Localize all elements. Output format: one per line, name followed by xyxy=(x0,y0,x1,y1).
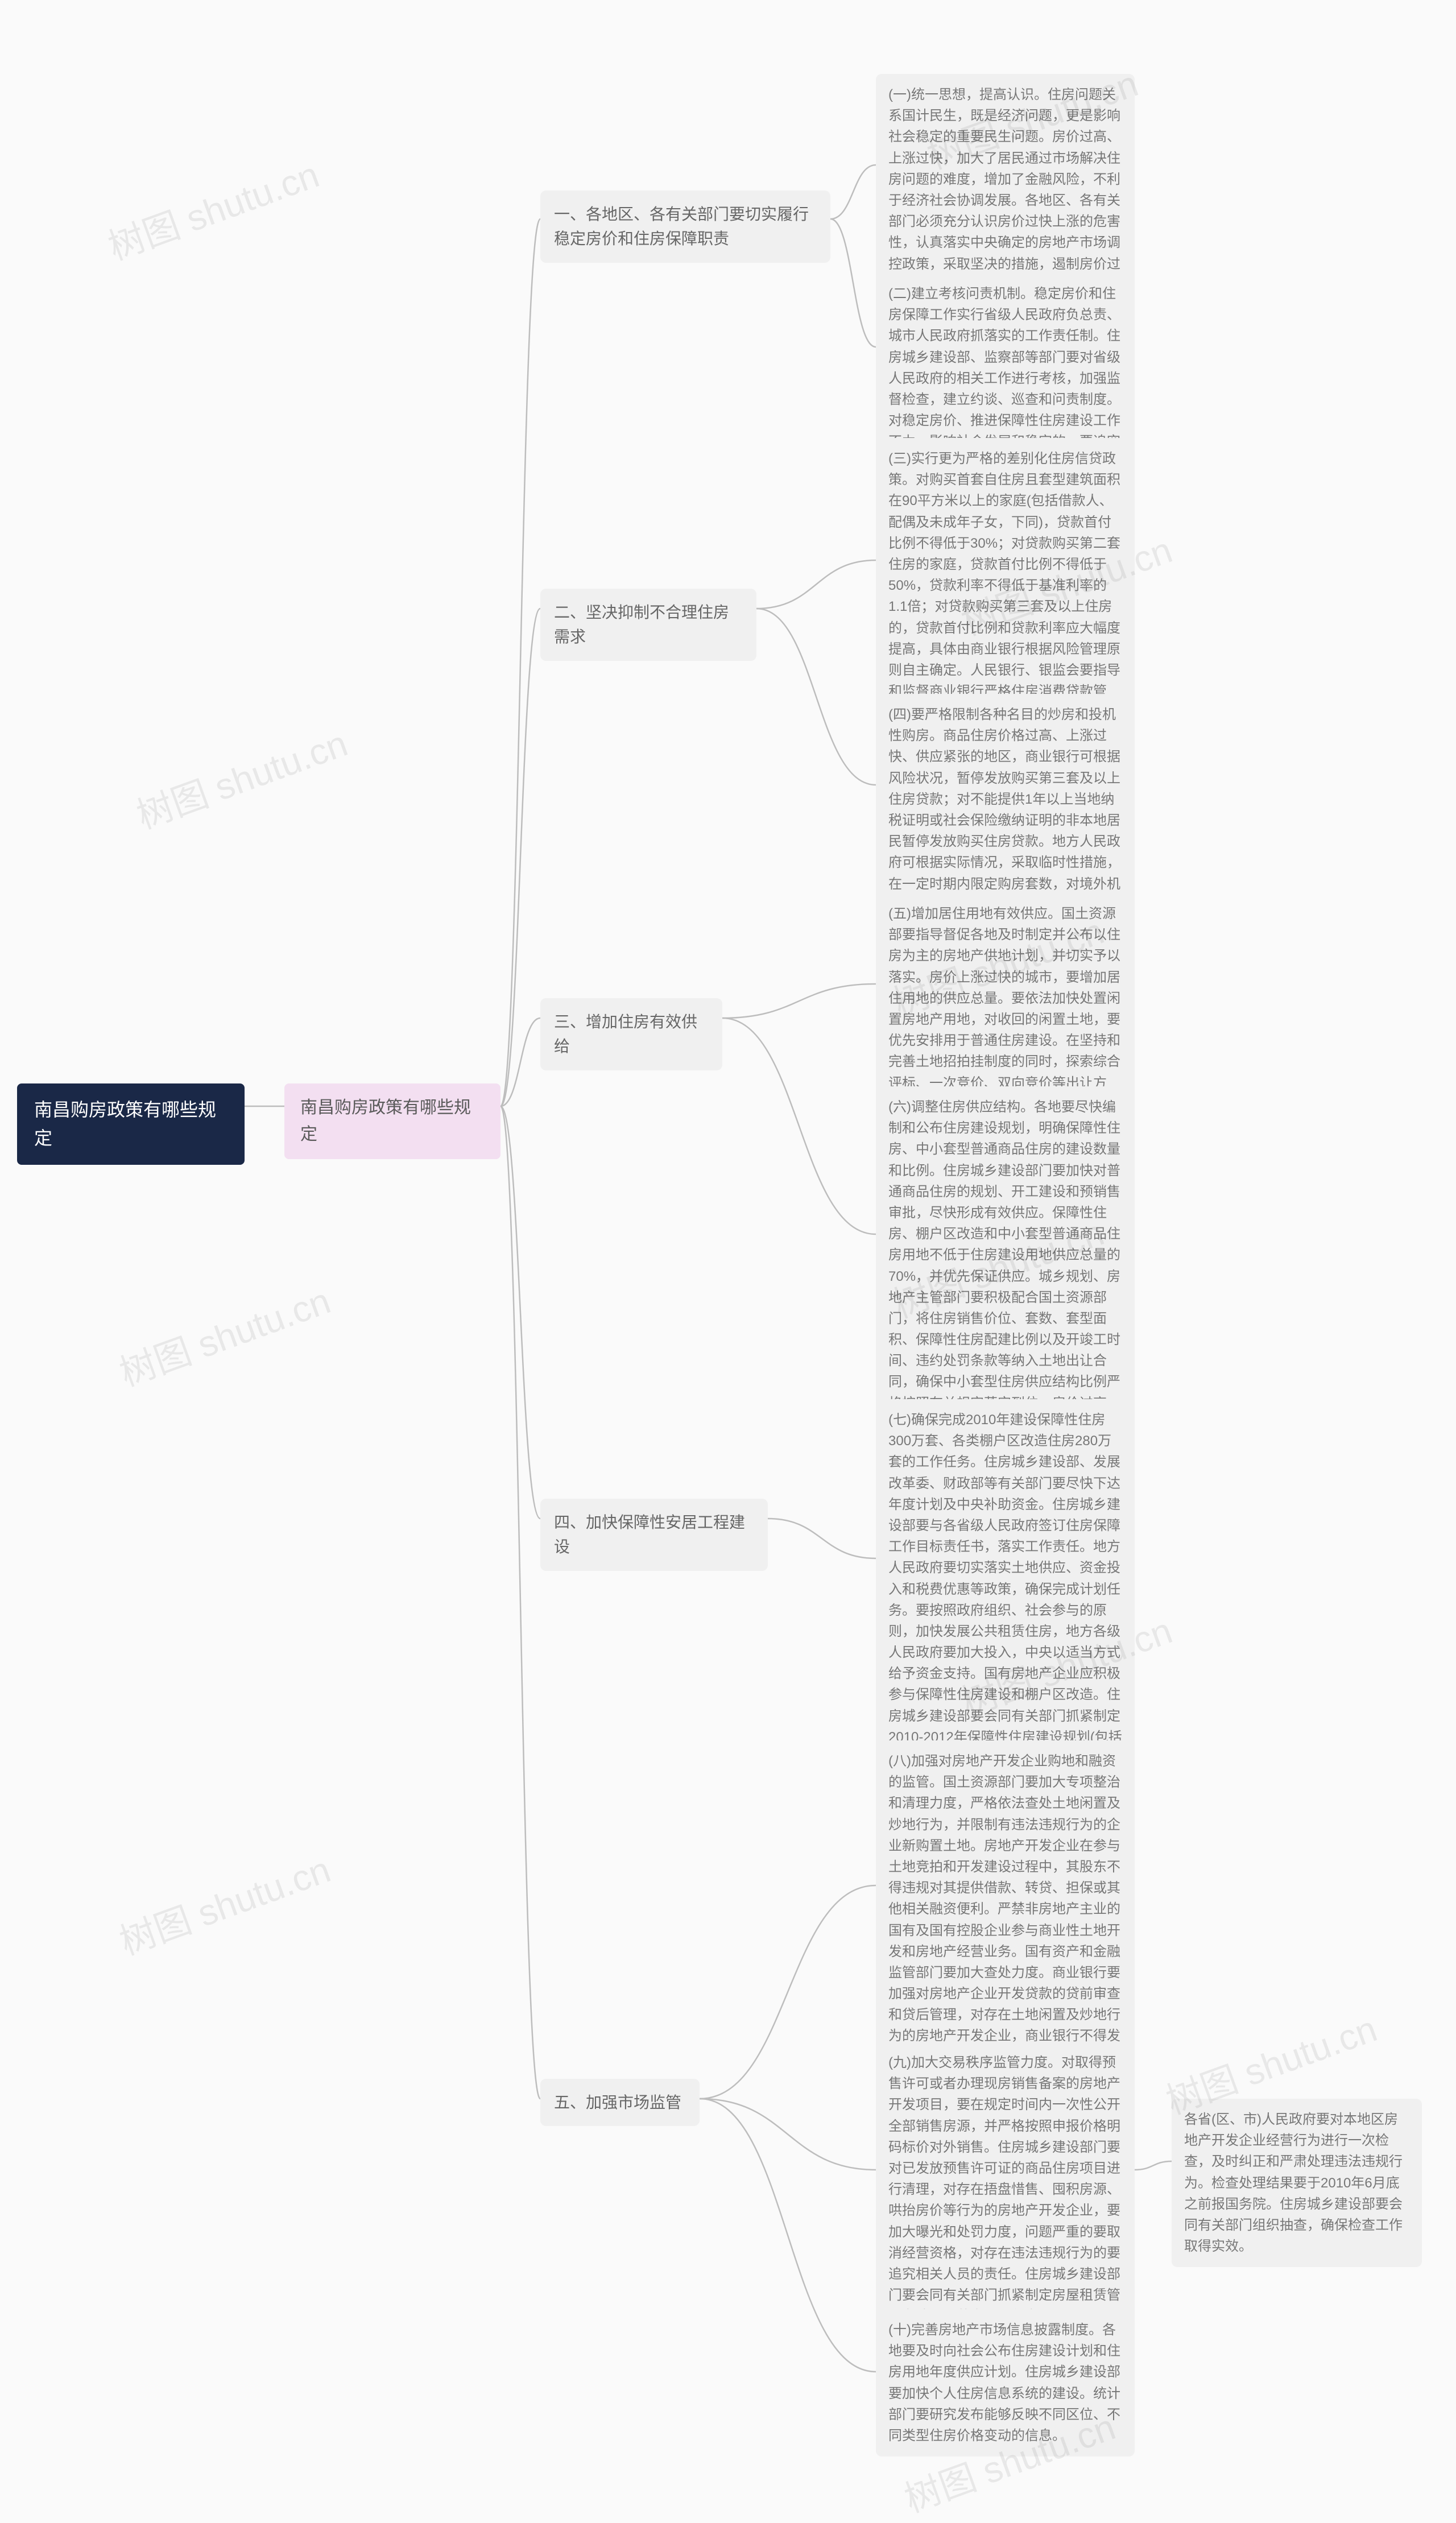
section-node[interactable]: 三、增加住房有效供给 xyxy=(540,998,722,1070)
detail-child-node[interactable]: 各省(区、市)人民政府要对本地区房地产开发企业经营行为进行一次检查，及时纠正和严… xyxy=(1172,2099,1422,2267)
mindmap-canvas: 南昌购房政策有哪些规定 南昌购房政策有哪些规定 一、各地区、各有关部门要切实履行… xyxy=(0,0,1456,2498)
detail-node[interactable]: (一)统一思想，提高认识。住房问题关系国计民生，既是经济问题，更是影响社会稳定的… xyxy=(876,74,1135,306)
section-label: 二、坚决抑制不合理住房需求 xyxy=(554,603,729,646)
section-node[interactable]: 一、各地区、各有关部门要切实履行稳定房价和住房保障职责 xyxy=(540,191,830,263)
detail-node[interactable]: (九)加大交易秩序监管力度。对取得预售许可或者办理现房销售备案的房地产开发项目，… xyxy=(876,2042,1135,2337)
connector xyxy=(722,1018,876,1234)
section-label: 四、加快保障性安居工程建设 xyxy=(554,1513,745,1556)
watermark: 树图 shutu.cn xyxy=(111,1272,337,1396)
section-node[interactable]: 五、加强市场监管 xyxy=(540,2079,700,2126)
detail-text: (十)完善房地产市场信息披露制度。各地要及时向社会公布住房建设计划和住房用地年度… xyxy=(888,2322,1120,2443)
root-node[interactable]: 南昌购房政策有哪些规定 xyxy=(17,1083,245,1165)
connector xyxy=(756,560,876,609)
section-node[interactable]: 二、坚决抑制不合理住房需求 xyxy=(540,589,756,661)
connector xyxy=(756,609,876,785)
sub-label: 南昌购房政策有哪些规定 xyxy=(300,1098,471,1144)
root-label: 南昌购房政策有哪些规定 xyxy=(34,1099,216,1148)
detail-node[interactable]: (十)完善房地产市场信息披露制度。各地要及时向社会公布住房建设计划和住房用地年度… xyxy=(876,2309,1135,2456)
connector xyxy=(722,984,876,1018)
detail-text: (八)加强对房地产开发企业购地和融资的监管。国土资源部门要加大专项整治和清理力度… xyxy=(888,1753,1120,2086)
detail-text: (七)确保完成2010年建设保障性住房300万套、各类棚户区改造住房280万套的… xyxy=(888,1412,1122,1787)
section-node[interactable]: 四、加快保障性安居工程建设 xyxy=(540,1499,768,1571)
section-label: 五、加强市场监管 xyxy=(554,2094,681,2111)
connector xyxy=(500,1018,540,1106)
sub-node[interactable]: 南昌购房政策有哪些规定 xyxy=(284,1083,500,1159)
connector xyxy=(500,1106,540,2099)
connector xyxy=(500,609,540,1106)
connector xyxy=(700,2099,876,2170)
detail-node[interactable]: (四)要严格限制各种名目的炒房和投机性购房。商品住房价格过高、上涨过快、供应紧张… xyxy=(876,694,1135,926)
connector xyxy=(768,1519,876,1558)
watermark: 树图 shutu.cn xyxy=(111,1840,337,1965)
detail-text: (九)加大交易秩序监管力度。对取得预售许可或者办理现房销售备案的房地产开发项目，… xyxy=(888,2055,1120,2324)
connector xyxy=(700,2099,876,2372)
connector xyxy=(1135,2161,1172,2170)
section-label: 三、增加住房有效供给 xyxy=(554,1013,697,1055)
watermark: 树图 shutu.cn xyxy=(129,714,354,839)
connector xyxy=(700,1885,876,2099)
section-label: 一、各地区、各有关部门要切实履行稳定房价和住房保障职责 xyxy=(554,205,809,247)
connector xyxy=(500,219,540,1106)
detail-text: (一)统一思想，提高认识。住房问题关系国计民生，既是经济问题，更是影响社会稳定的… xyxy=(888,87,1120,293)
detail-text: (四)要严格限制各种名目的炒房和投机性购房。商品住房价格过高、上涨过快、供应紧张… xyxy=(888,707,1120,913)
detail-child-text: 各省(区、市)人民政府要对本地区房地产开发企业经营行为进行一次检查，及时纠正和严… xyxy=(1184,2112,1403,2254)
connector xyxy=(500,1106,540,1519)
connector xyxy=(830,165,876,219)
connector xyxy=(830,219,876,347)
watermark: 树图 shutu.cn xyxy=(100,146,325,270)
